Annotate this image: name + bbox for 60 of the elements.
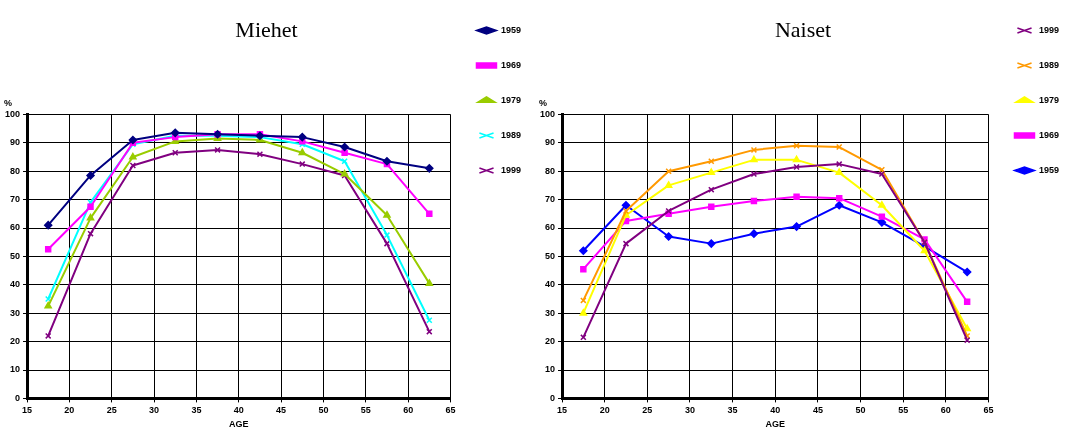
y-tick-label: 30 <box>545 307 556 318</box>
y-tick-label: 80 <box>10 165 21 176</box>
y-tick-label: 50 <box>545 250 556 261</box>
legend-label: 1999 <box>1038 24 1060 35</box>
x-tick-label: 65 <box>983 405 994 416</box>
x-tick-label: 35 <box>191 405 202 416</box>
x-axis-title: AGE <box>765 419 786 430</box>
y-axis-title: % <box>4 98 13 109</box>
x-tick-label: 45 <box>812 405 823 416</box>
y-tick-label: 40 <box>10 279 21 290</box>
y-tick-label: 60 <box>10 222 21 233</box>
x-tick-label: 30 <box>149 405 160 416</box>
x-tick-label: 20 <box>599 405 610 416</box>
x-tick-label: 30 <box>684 405 695 416</box>
chart-title: Miehet <box>235 16 298 42</box>
legend-label: 1989 <box>500 129 522 140</box>
y-tick-label: 10 <box>10 364 21 375</box>
y-tick-label: 80 <box>545 165 556 176</box>
x-tick-label: 55 <box>898 405 909 416</box>
y-tick-label: 0 <box>550 392 556 403</box>
y-tick-label: 90 <box>545 137 556 148</box>
x-tick-label: 25 <box>106 405 117 416</box>
y-tick-label: 20 <box>10 336 21 347</box>
legend-label: 1959 <box>1038 164 1060 175</box>
x-tick-label: 50 <box>318 405 329 416</box>
x-tick-label: 50 <box>855 405 866 416</box>
legend-label: 1959 <box>500 24 522 35</box>
x-axis-title: AGE <box>228 419 249 430</box>
x-tick-label: 20 <box>64 405 75 416</box>
legend-label: 1979 <box>1038 94 1060 105</box>
y-tick-label: 100 <box>539 108 556 119</box>
legend-label: 1989 <box>1038 59 1060 70</box>
chart-title: Naiset <box>774 16 832 42</box>
y-tick-label: 70 <box>10 194 21 205</box>
x-tick-label: 15 <box>22 405 33 416</box>
x-tick-label: 60 <box>940 405 951 416</box>
legend-label: 1969 <box>500 59 522 70</box>
x-tick-label: 45 <box>276 405 287 416</box>
y-tick-label: 30 <box>10 307 21 318</box>
y-tick-label: 70 <box>545 194 556 205</box>
y-tick-label: 40 <box>545 279 556 290</box>
y-tick-label: 90 <box>10 137 21 148</box>
y-tick-label: 0 <box>15 392 21 403</box>
x-tick-label: 65 <box>445 405 456 416</box>
legend-label: 1979 <box>500 94 522 105</box>
legend-label: 1969 <box>1038 129 1060 140</box>
y-tick-label: 100 <box>4 108 21 119</box>
y-axis-title: % <box>539 98 548 109</box>
legend-label: 1999 <box>500 164 522 175</box>
x-tick-label: 55 <box>360 405 371 416</box>
y-tick-label: 20 <box>545 336 556 347</box>
x-tick-label: 40 <box>233 405 244 416</box>
y-tick-label: 60 <box>545 222 556 233</box>
x-tick-label: 60 <box>403 405 414 416</box>
x-tick-label: 35 <box>727 405 738 416</box>
y-tick-label: 50 <box>10 250 21 261</box>
x-tick-label: 25 <box>642 405 653 416</box>
y-tick-label: 10 <box>545 364 556 375</box>
x-tick-label: 40 <box>770 405 781 416</box>
x-tick-label: 15 <box>557 405 568 416</box>
